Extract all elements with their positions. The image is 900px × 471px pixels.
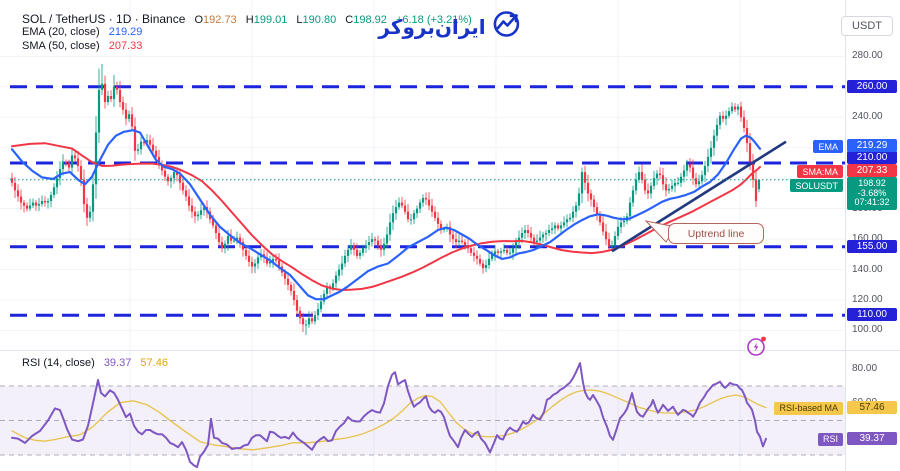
candlestick-series xyxy=(10,64,761,335)
ema20-line xyxy=(10,129,762,301)
level-price-badge: 260.00 xyxy=(847,79,897,93)
ema-price-badge: 219.29 xyxy=(847,139,897,152)
price-axis-label: 100.00 xyxy=(852,324,883,336)
rsi-value-badge: 39.37 xyxy=(847,431,897,445)
price-axis-label: 160.00 xyxy=(852,233,883,245)
rsi-legend[interactable]: RSI (14, close) 39.37 57.46 xyxy=(22,357,168,369)
ema-legend[interactable]: EMA (20, close) 219.29 xyxy=(22,26,142,38)
symbol-title[interactable]: SOL / TetherUS · 1D · Binance xyxy=(22,12,186,26)
symbol-legend[interactable]: SOL / TetherUS · 1D · Binance O192.73 H1… xyxy=(22,12,472,26)
sma-legend[interactable]: SMA (50, close) 207.33 xyxy=(22,40,142,52)
rsi-axis-tag: RSI xyxy=(817,432,843,446)
ema-legend-name: EMA (20, close) xyxy=(22,26,100,38)
high-label: H xyxy=(245,14,254,26)
sma-legend-name: SMA (50, close) xyxy=(22,40,100,52)
low-label: L xyxy=(296,14,303,26)
rsi-legend-name: RSI (14, close) xyxy=(22,357,95,369)
rsi-axis-label: 80.00 xyxy=(852,362,878,374)
ema-legend-value: 219.29 xyxy=(108,26,143,38)
sma50-line xyxy=(11,142,761,291)
sma-price-badge: 207.33 xyxy=(847,164,897,177)
panel-separator[interactable] xyxy=(0,350,900,351)
boost-lightning-icon[interactable] xyxy=(745,334,769,358)
low-value: 190.80 xyxy=(302,14,337,26)
ema-axis-tag: EMA xyxy=(813,140,843,153)
price-axis-label: 240.00 xyxy=(852,111,883,123)
change-value: +6.18 (+3.21%) xyxy=(395,14,472,26)
rsi-ma-line xyxy=(11,389,767,451)
sma-axis-tag: SMA:MA xyxy=(797,165,843,178)
close-label: C xyxy=(345,14,354,26)
rsi-ma-badge: 57.46 xyxy=(847,400,897,414)
close-value: 198.92 xyxy=(353,14,387,26)
level-price-badge: 110.00 xyxy=(847,308,897,322)
price-axis-border xyxy=(845,0,846,471)
price-axis-label: 280.00 xyxy=(852,50,883,62)
logo-text: ایران‌بروکر xyxy=(378,14,486,39)
rsi-legend-value: 39.37 xyxy=(103,357,132,369)
sma-legend-value: 207.33 xyxy=(108,40,143,52)
currency-usdt-button[interactable]: USDT xyxy=(841,16,893,36)
level-price-badge: 210.00 xyxy=(847,151,897,164)
symbol-price-badge: 198.92 -3.68% 07:41:32 xyxy=(847,177,897,210)
logo-trend-icon xyxy=(492,9,522,44)
uptrend-line xyxy=(611,140,787,253)
iranbroker-logo: ایران‌بروکر xyxy=(378,9,521,44)
uptrend-callout[interactable]: Uptrend line xyxy=(668,223,764,244)
symbol-axis-tag: SOLUSDT xyxy=(790,179,843,192)
rsi-line xyxy=(11,362,767,469)
open-label: O xyxy=(194,14,204,26)
price-axis-label: 140.00 xyxy=(852,263,883,275)
open-value: 192.73 xyxy=(203,14,237,26)
level-price-badge: 155.00 xyxy=(847,239,897,253)
price-axis-label: 120.00 xyxy=(852,294,883,305)
rsi-ma-axis-tag: RSI-based MA xyxy=(774,401,843,415)
high-value: 199.01 xyxy=(253,14,288,26)
rsi-ma-legend-value: 57.46 xyxy=(140,357,168,369)
